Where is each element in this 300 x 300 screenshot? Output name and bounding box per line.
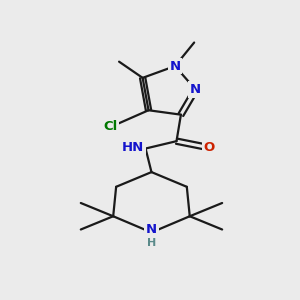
Text: N: N <box>190 83 201 96</box>
Text: O: O <box>203 141 214 154</box>
Text: N: N <box>169 60 181 73</box>
Text: H: H <box>147 238 156 248</box>
Text: N: N <box>146 223 157 236</box>
Text: HN: HN <box>122 141 144 154</box>
Text: Cl: Cl <box>103 120 117 133</box>
